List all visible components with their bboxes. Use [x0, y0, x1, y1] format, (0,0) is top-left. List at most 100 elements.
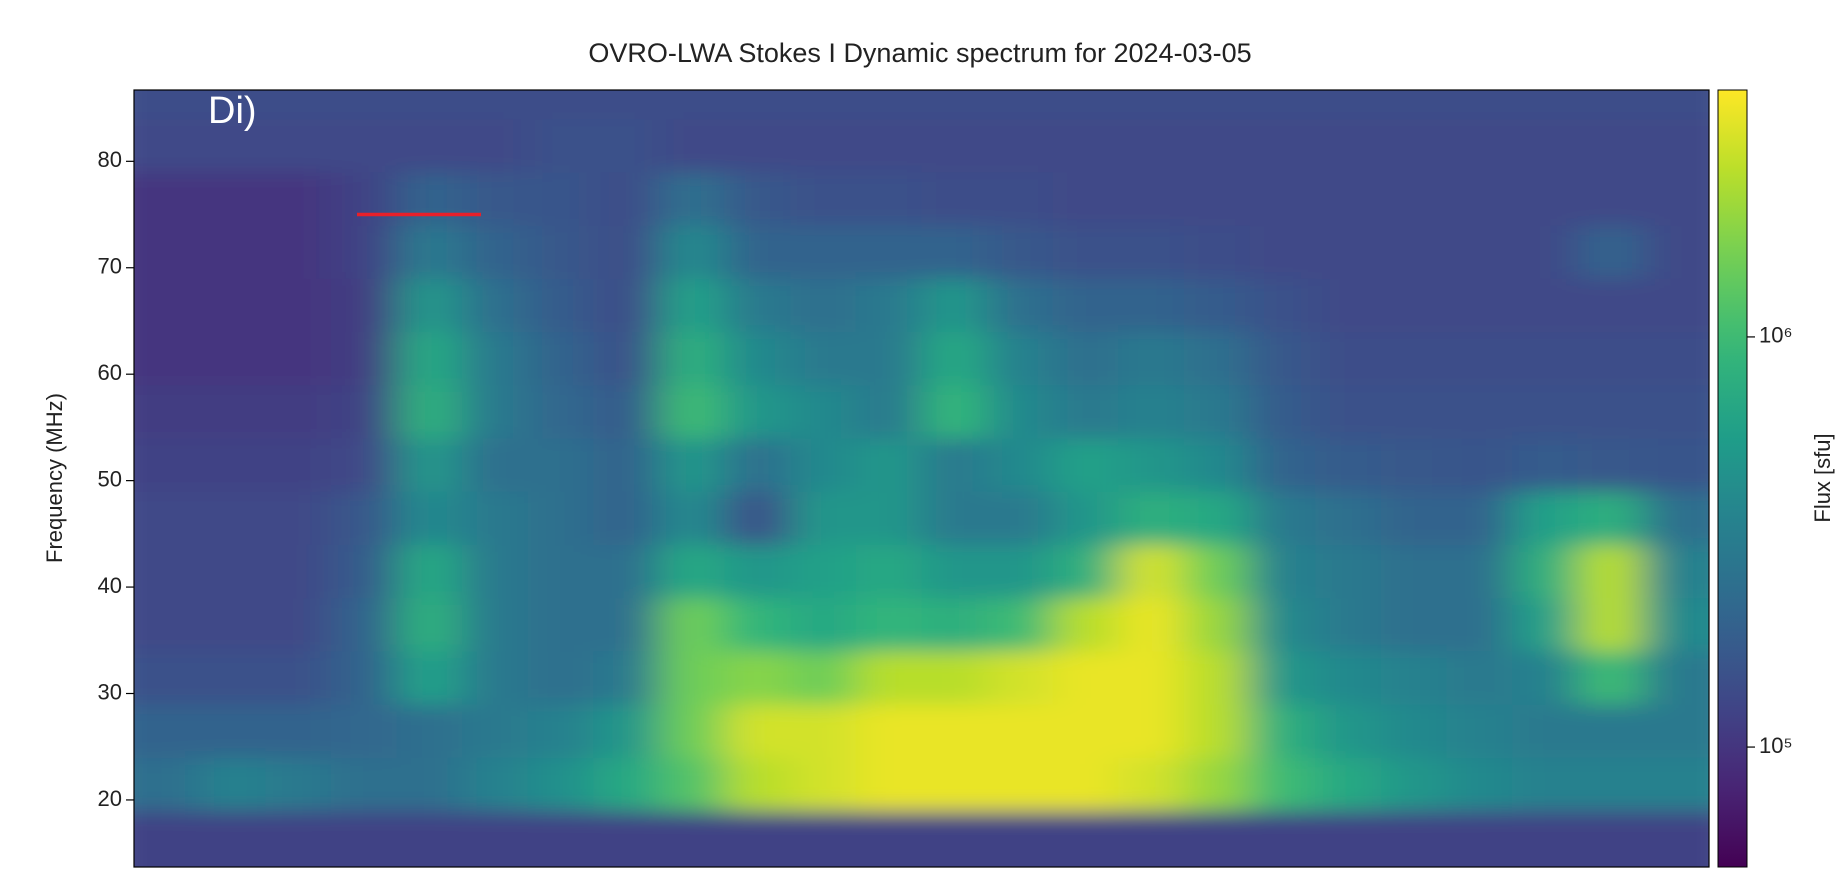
heat-cell — [855, 171, 922, 226]
heat-cell — [1577, 544, 1644, 599]
heat-cell — [1118, 704, 1185, 758]
heat-cell — [396, 597, 463, 652]
heat-cell — [1643, 438, 1709, 492]
heat-cell — [1512, 491, 1579, 545]
heat-cell — [1643, 118, 1709, 173]
heat-cell — [593, 278, 660, 333]
heat-cell — [921, 491, 988, 545]
heat-cell — [1249, 757, 1316, 812]
heat-cell — [265, 757, 332, 812]
heat-cell — [1380, 118, 1447, 173]
heat-cell — [330, 757, 397, 812]
heat-cell — [724, 90, 791, 120]
heat-cell — [724, 810, 791, 867]
heat-cell — [1184, 650, 1251, 705]
heat-cell — [330, 278, 397, 333]
heat-cell — [527, 171, 594, 226]
heat-cell — [330, 331, 397, 386]
heat-cell — [790, 171, 857, 226]
heat-cell — [1643, 704, 1709, 758]
heat-cell — [790, 331, 857, 386]
heat-cell — [1118, 278, 1185, 333]
heat-cell — [1184, 118, 1251, 173]
heat-cell — [199, 438, 266, 492]
heat-cell — [921, 438, 988, 492]
heat-cell — [1643, 278, 1709, 333]
heat-cell — [1184, 225, 1251, 279]
heat-cell — [790, 118, 857, 173]
heat-cell — [1315, 438, 1382, 492]
heat-cell — [921, 757, 988, 812]
heat-cell — [134, 384, 201, 439]
heat-cell — [1249, 597, 1316, 652]
heat-cell — [921, 118, 988, 173]
heat-cell — [462, 704, 529, 758]
heat-cell — [1446, 384, 1513, 439]
heat-cell — [396, 331, 463, 386]
heat-cell — [396, 438, 463, 492]
heat-cell — [659, 650, 726, 705]
heat-cell — [1315, 225, 1382, 279]
heat-cell — [265, 118, 332, 173]
heat-cell — [1577, 171, 1644, 226]
heat-cell — [1315, 491, 1382, 545]
heat-cell — [593, 491, 660, 545]
heat-cell — [1446, 278, 1513, 333]
heat-cell — [396, 491, 463, 545]
heat-cell — [790, 704, 857, 758]
heat-cell — [1249, 491, 1316, 545]
y-tick-label: 40 — [98, 573, 122, 598]
heat-cell — [659, 704, 726, 758]
heat-cell — [1380, 810, 1447, 867]
heat-cell — [1577, 225, 1644, 279]
heat-cell — [1512, 225, 1579, 279]
heat-cell — [199, 225, 266, 279]
heat-cell — [1643, 810, 1709, 867]
heat-cell — [1512, 90, 1579, 120]
heat-cell — [1380, 597, 1447, 652]
heat-cell — [593, 650, 660, 705]
heat-cell — [462, 171, 529, 226]
heat-cell — [1184, 171, 1251, 226]
colorbar-label: Flux [sfu] — [1810, 433, 1835, 522]
heat-cell — [1446, 810, 1513, 867]
heat-cell — [987, 171, 1054, 226]
plot-frame — [133, 89, 1710, 868]
heat-cell — [134, 491, 201, 545]
heat-cell — [855, 438, 922, 492]
heat-cell — [724, 225, 791, 279]
heat-cell — [330, 171, 397, 226]
heat-cell — [1118, 597, 1185, 652]
heat-cell — [1380, 757, 1447, 812]
heat-cell — [593, 225, 660, 279]
heat-cell — [1249, 278, 1316, 333]
heat-cell — [462, 331, 529, 386]
heat-cell — [593, 810, 660, 867]
heat-cell — [265, 384, 332, 439]
heat-cell — [1249, 118, 1316, 173]
heat-cell — [1577, 597, 1644, 652]
heat-cell — [265, 650, 332, 705]
heat-cell — [987, 278, 1054, 333]
heat-cell — [987, 384, 1054, 439]
y-axis-label: Frequency (MHz) — [42, 393, 67, 563]
heat-cell — [1512, 810, 1579, 867]
heat-cell — [1380, 438, 1447, 492]
heat-cell — [987, 757, 1054, 812]
heat-cell — [330, 225, 397, 279]
heat-cell — [855, 650, 922, 705]
heat-cell — [134, 810, 201, 867]
heat-cell — [134, 225, 201, 279]
heat-cell — [527, 810, 594, 867]
heat-cell — [134, 331, 201, 386]
heat-cell — [1052, 438, 1119, 492]
heat-cell — [855, 810, 922, 867]
heat-cell — [134, 90, 201, 120]
heat-cell — [987, 597, 1054, 652]
y-tick-label: 20 — [98, 786, 122, 811]
heat-cell — [1315, 597, 1382, 652]
heat-cell — [1446, 757, 1513, 812]
heat-cell — [265, 597, 332, 652]
heat-cell — [1249, 438, 1316, 492]
heat-cell — [593, 384, 660, 439]
